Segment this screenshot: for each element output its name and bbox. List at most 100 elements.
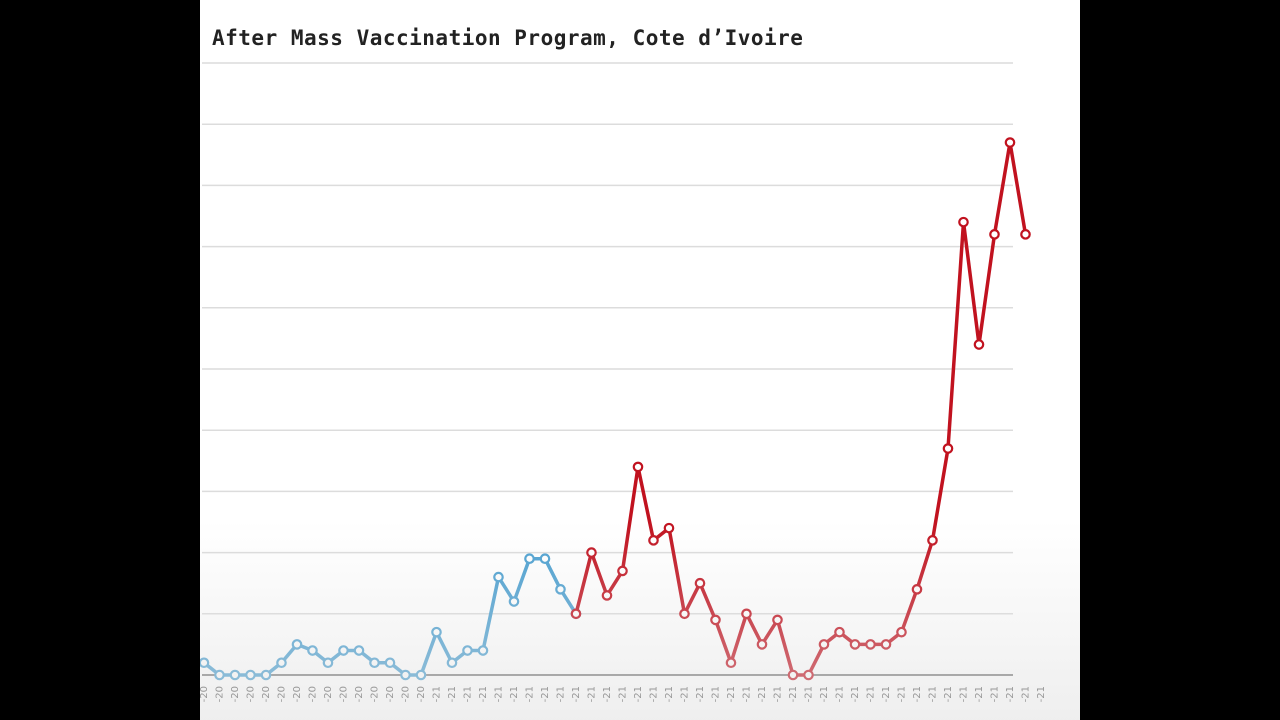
x-tick-label: -21 — [633, 686, 644, 702]
x-tick-label: -21 — [695, 686, 706, 702]
x-tick-label: -20 — [339, 686, 350, 702]
data-point-series-1 — [200, 657, 210, 669]
data-point-series-2 — [710, 614, 721, 626]
x-tick-label: -21 — [835, 686, 846, 702]
data-point-series-2 — [880, 639, 892, 650]
x-tick-label: -21 — [726, 686, 737, 702]
data-point-series-1 — [446, 657, 458, 669]
x-tick-label: -21 — [912, 686, 923, 702]
x-tick-label: -21 — [881, 686, 892, 702]
x-tick-label: -20 — [200, 686, 210, 702]
x-tick-label: -21 — [711, 686, 722, 702]
data-point-series-2 — [927, 535, 938, 546]
x-tick-label: -21 — [664, 686, 675, 702]
data-point-series-2 — [958, 216, 969, 228]
data-point-series-2 — [601, 590, 613, 601]
x-tick-label: -20 — [308, 686, 319, 702]
data-point-series-1 — [462, 645, 473, 656]
data-point-series-1 — [508, 596, 520, 607]
x-tick-label: -21 — [742, 686, 753, 702]
data-point-series-2 — [741, 608, 752, 620]
x-tick-label: -21 — [959, 686, 970, 702]
data-point-series-1 — [245, 669, 256, 681]
data-point-series-2 — [989, 229, 1000, 240]
data-point-series-2 — [787, 669, 799, 681]
data-point-series-1 — [214, 669, 225, 681]
chart-title: After Mass Vaccination Program, Cote d’I… — [212, 26, 804, 50]
x-tick-label: -20 — [277, 686, 288, 702]
data-point-series-1 — [400, 669, 411, 681]
data-point-series-1 — [369, 657, 380, 669]
data-point-series-1 — [307, 645, 318, 656]
x-tick-label: -21 — [680, 686, 691, 702]
x-tick-label: -21 — [494, 686, 505, 702]
data-point-series-1 — [493, 571, 504, 583]
data-point-series-2 — [772, 614, 783, 626]
x-tick-label: -20 — [416, 686, 427, 702]
data-point-series-2 — [803, 669, 814, 681]
x-tick-label: -21 — [788, 686, 799, 702]
x-tick-label: -20 — [370, 686, 381, 702]
data-point-series-2 — [679, 608, 690, 620]
x-tick-label: -21 — [525, 686, 536, 702]
x-tick-label: -21 — [618, 686, 629, 702]
data-point-series-1 — [353, 645, 365, 656]
data-point-series-1 — [291, 639, 303, 650]
data-point-series-2 — [942, 443, 954, 454]
x-tick-label: -21 — [556, 686, 567, 702]
data-point-series-1 — [539, 553, 551, 565]
x-tick-label: -21 — [587, 686, 598, 702]
data-point-series-2 — [1020, 229, 1031, 240]
x-tick-label: -21 — [540, 686, 551, 702]
x-tick-label: -20 — [354, 686, 365, 702]
data-point-series-1 — [555, 584, 566, 595]
x-tick-label: -20 — [385, 686, 396, 702]
x-tick-label: -20 — [230, 686, 241, 702]
data-point-series-1 — [477, 645, 489, 656]
data-point-series-2 — [756, 639, 768, 650]
data-point-series-1 — [415, 669, 427, 681]
x-tick-label: -20 — [323, 686, 334, 702]
data-point-series-1 — [384, 657, 396, 669]
data-point-series-2 — [586, 547, 597, 558]
x-tick-label: -21 — [773, 686, 784, 702]
data-point-series-2 — [570, 608, 582, 620]
x-tick-label: -21 — [990, 686, 1001, 702]
x-tick-label: -21 — [478, 686, 489, 702]
data-point-series-2 — [849, 639, 861, 650]
data-point-series-2 — [725, 657, 737, 669]
x-tick-label: -21 — [571, 686, 582, 702]
data-point-series-2 — [973, 339, 985, 350]
data-point-series-2 — [865, 639, 876, 650]
data-point-series-2 — [818, 639, 830, 650]
data-point-series-2 — [617, 565, 628, 577]
data-point-series-1 — [338, 645, 349, 656]
series-line-2 — [574, 140, 1028, 677]
data-point-series-2 — [694, 577, 706, 589]
x-tick-label: -21 — [463, 686, 474, 702]
data-point-series-2 — [648, 535, 659, 546]
data-point-series-1 — [276, 657, 287, 669]
data-point-series-1 — [260, 669, 272, 681]
x-tick-label: -21 — [509, 686, 520, 702]
x-tick-label: -21 — [866, 686, 877, 702]
x-tick-label: -21 — [928, 686, 939, 702]
x-tick-label: -20 — [261, 686, 272, 702]
line-chart: -20 -20 -20 -20 -20 -20 -20 -20 -20 -20 -20 -20 -20-… — [200, 62, 1047, 702]
data-point-series-2 — [834, 626, 845, 638]
x-tick-label: -21 — [819, 686, 830, 702]
x-tick-label: -21 — [1005, 686, 1016, 702]
x-tick-label: -21 — [1036, 686, 1047, 702]
data-point-series-2 — [896, 626, 907, 638]
x-tick-label: -21 — [432, 686, 443, 702]
data-point-series-1 — [524, 553, 535, 565]
chart-frame: After Mass Vaccination Program, Cote d’I… — [200, 0, 1080, 720]
data-point-series-1 — [229, 669, 241, 681]
x-tick-label: -21 — [974, 686, 985, 702]
data-point-series-1 — [431, 626, 442, 638]
x-tick-label: -21 — [757, 686, 768, 702]
data-point-series-2 — [632, 461, 644, 473]
x-tick-label: -20 — [292, 686, 303, 702]
x-tick-label: -21 — [649, 686, 660, 702]
x-tick-label: -21 — [897, 686, 908, 702]
